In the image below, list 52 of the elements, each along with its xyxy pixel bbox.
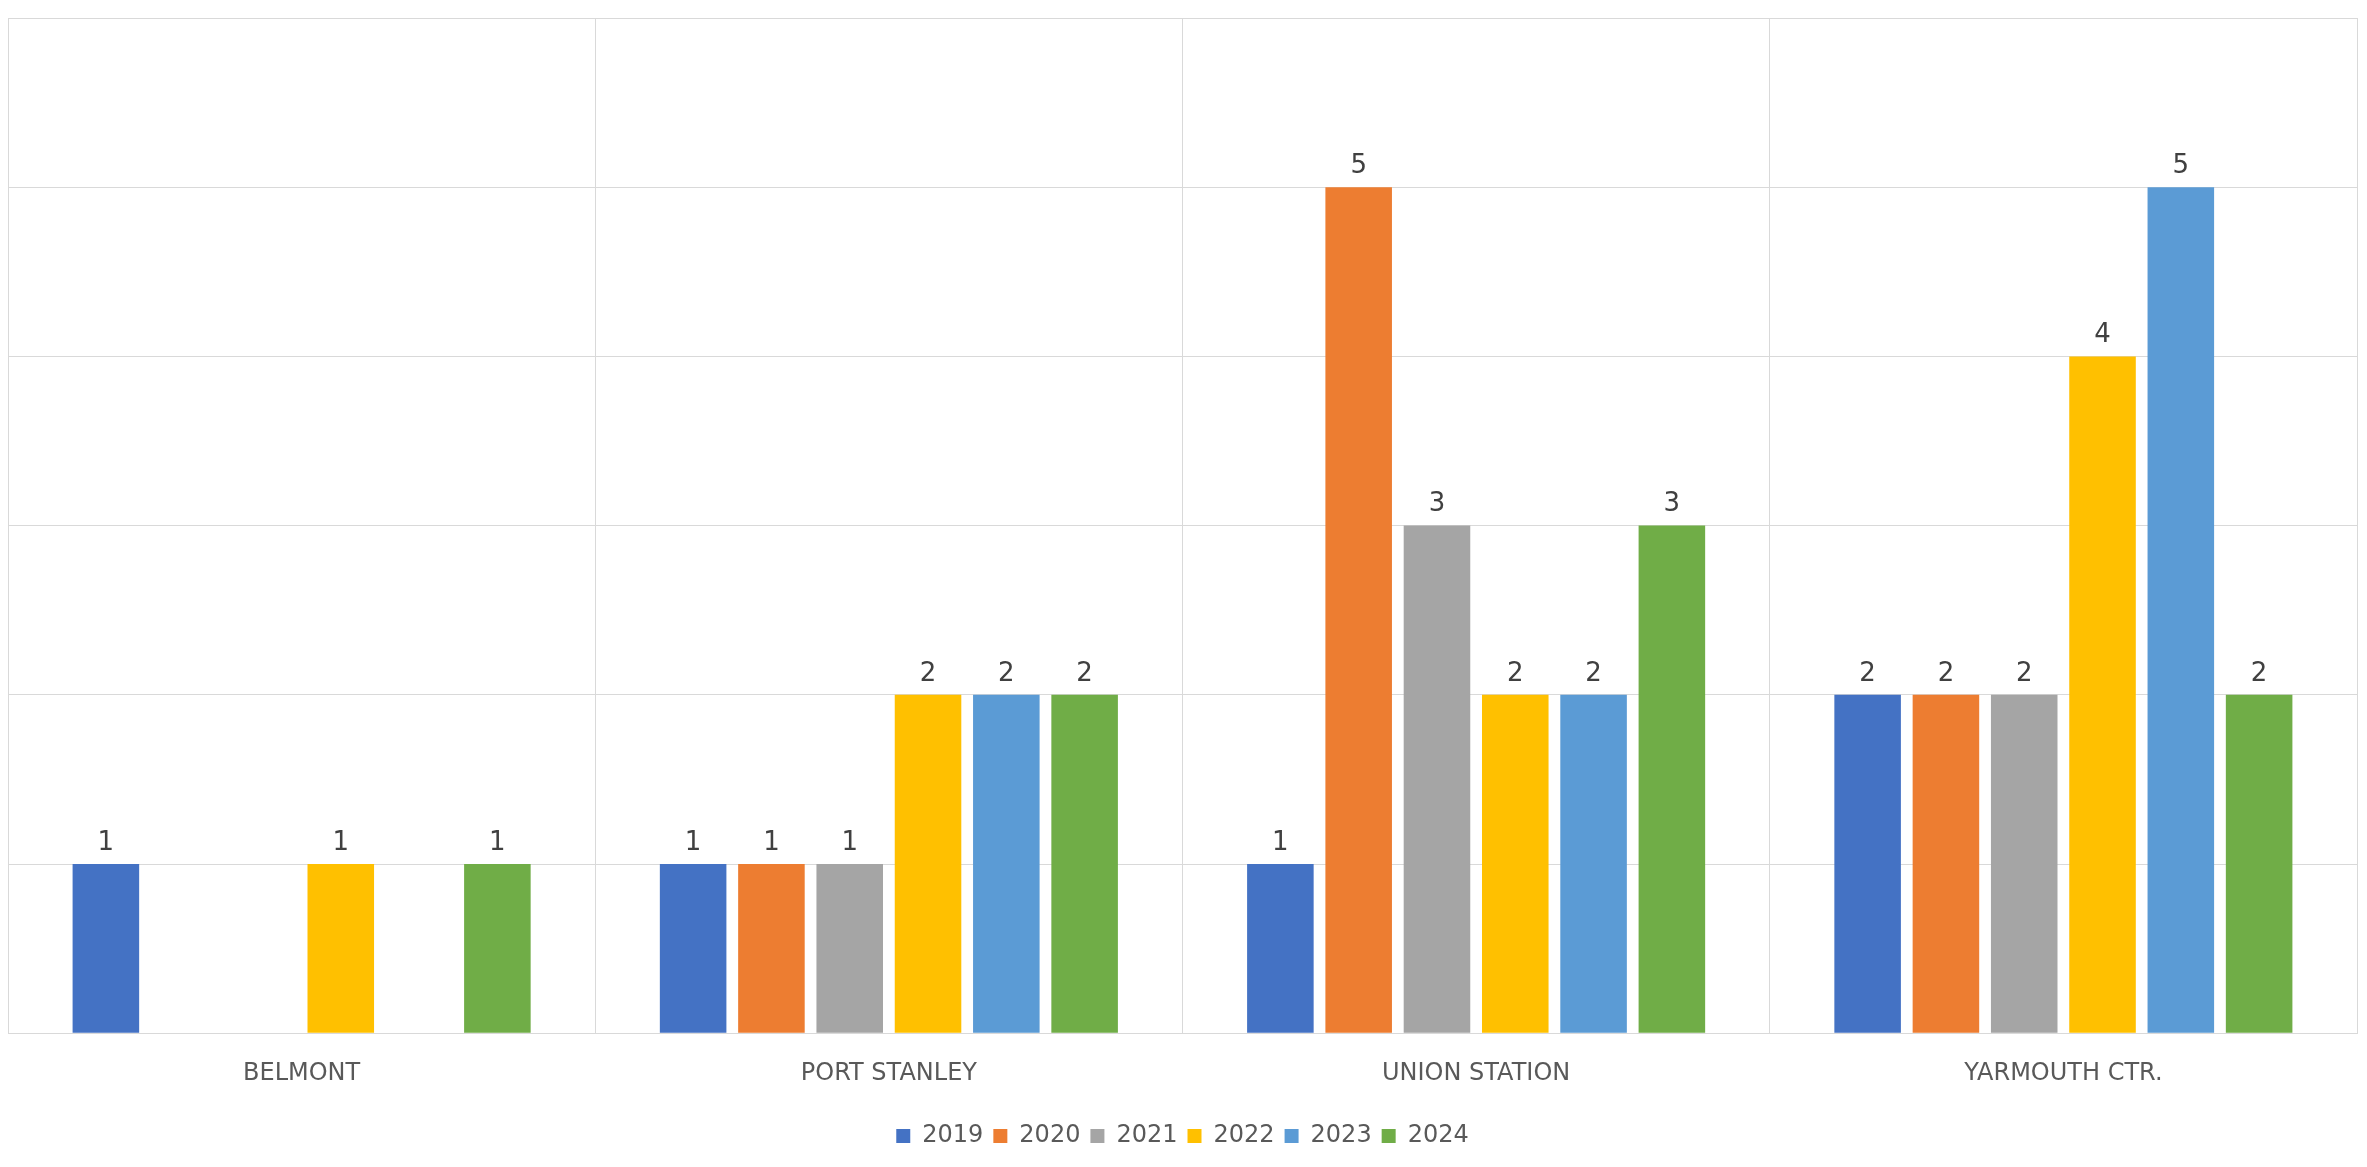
bar bbox=[738, 864, 805, 1033]
legend-label: 2023 bbox=[1310, 1120, 1372, 1149]
bar bbox=[894, 694, 962, 1033]
data-label: 2 bbox=[998, 656, 1015, 687]
data-label: 2 bbox=[1076, 656, 1093, 687]
bar bbox=[2069, 356, 2136, 1033]
data-label: 1 bbox=[1272, 825, 1289, 856]
data-label: 1 bbox=[332, 825, 350, 856]
bar bbox=[1560, 694, 1627, 1033]
data-label: 3 bbox=[1663, 487, 1681, 518]
data-label: 2 bbox=[2015, 656, 2033, 687]
bar bbox=[1403, 525, 1471, 1033]
x-tick-label: YARMOUTH CTR. bbox=[1963, 1057, 2163, 1086]
data-label: 2 bbox=[2250, 656, 2268, 687]
x-tick-label: UNION STATION bbox=[1382, 1057, 1571, 1086]
x-tick-label: BELMONT bbox=[243, 1057, 361, 1086]
data-label: 1 bbox=[97, 825, 115, 856]
data-label: 1 bbox=[684, 825, 702, 856]
x-tick-label: PORT STANLEY bbox=[800, 1057, 978, 1086]
data-label: 2 bbox=[1585, 656, 1602, 687]
bar bbox=[973, 694, 1040, 1033]
bar bbox=[1834, 694, 1901, 1033]
bar bbox=[2225, 694, 2293, 1033]
legend-label: 2019 bbox=[922, 1120, 984, 1149]
data-label: 2 bbox=[1937, 656, 1955, 687]
bar bbox=[816, 864, 883, 1033]
bar bbox=[1638, 525, 1706, 1033]
bar bbox=[307, 864, 375, 1033]
legend-label: 2022 bbox=[1213, 1120, 1275, 1149]
data-label: 3 bbox=[1428, 487, 1446, 518]
data-label: 2 bbox=[919, 656, 937, 687]
data-label: 4 bbox=[2094, 318, 2111, 349]
bar bbox=[1247, 864, 1314, 1033]
data-label: 1 bbox=[841, 825, 858, 856]
bar bbox=[72, 864, 140, 1033]
bar bbox=[1482, 694, 1549, 1033]
legend-label: 2020 bbox=[1019, 1120, 1081, 1149]
bar bbox=[1051, 694, 1118, 1033]
data-label: 5 bbox=[1350, 148, 1367, 179]
legend-label: 2021 bbox=[1116, 1120, 1178, 1149]
data-label: 5 bbox=[2172, 148, 2190, 179]
data-label: 1 bbox=[489, 825, 506, 856]
bar bbox=[2147, 187, 2215, 1033]
bar bbox=[464, 864, 531, 1033]
data-label: 1 bbox=[763, 825, 780, 856]
data-label: 2 bbox=[1859, 656, 1876, 687]
bar bbox=[659, 864, 727, 1033]
data-label: 2 bbox=[1507, 656, 1524, 687]
bar bbox=[1325, 187, 1392, 1033]
bar bbox=[1990, 694, 2058, 1033]
bar bbox=[1912, 694, 1980, 1033]
legend-label: 2024 bbox=[1407, 1120, 1469, 1149]
